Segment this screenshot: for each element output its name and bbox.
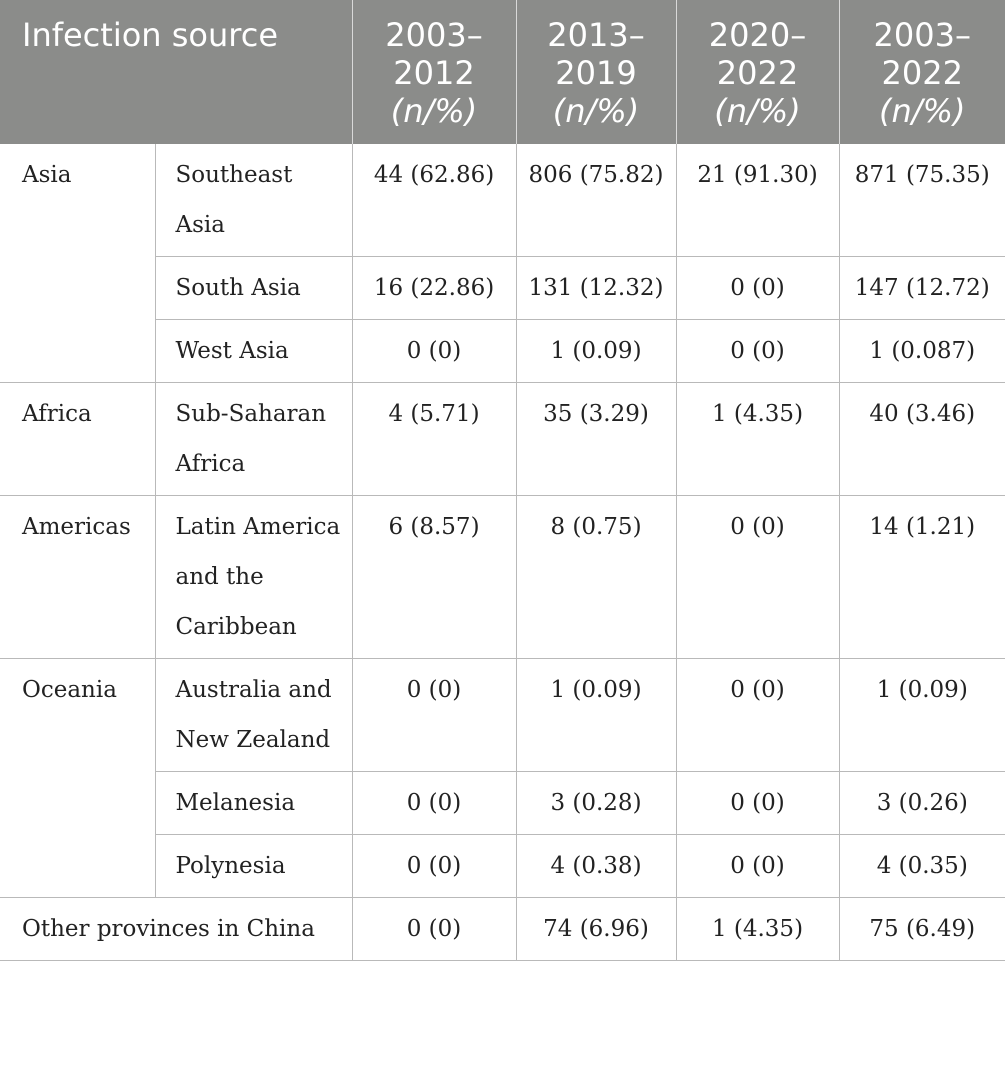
subregion-polynesia: Polynesia xyxy=(154,834,352,898)
period-unit: (n/%) xyxy=(390,92,478,130)
value-cell: 35 (3.29) xyxy=(515,382,676,496)
value-cell: 74 (6.96) xyxy=(515,897,676,961)
value-cell: 44 (62.86) xyxy=(351,144,516,257)
value-cell: 75 (6.49) xyxy=(838,897,1005,961)
table-row: Asia Southeast Asia 44 (62.86) 806 (75.8… xyxy=(0,144,1005,383)
period-unit: (n/%) xyxy=(552,92,640,130)
value-cell: 147 (12.72) xyxy=(838,256,1005,320)
value-cell: 0 (0) xyxy=(351,319,516,383)
value-cell: 6 (8.57) xyxy=(351,495,516,659)
value-cell: 0 (0) xyxy=(675,771,839,835)
value-cell: 0 (0) xyxy=(351,834,516,898)
value-cell: 21 (91.30) xyxy=(675,144,839,257)
table-row: Melanesia 0 (0) 3 (0.28) 0 (0) 3 (0.26) xyxy=(0,771,1005,835)
subregion-sub-saharan-africa: Sub-Saharan Africa xyxy=(154,382,352,496)
value-cell: 14 (1.21) xyxy=(838,495,1005,659)
value-cell: 4 (0.35) xyxy=(838,834,1005,898)
value-cell: 40 (3.46) xyxy=(838,382,1005,496)
value-cell: 3 (0.28) xyxy=(515,771,676,835)
value-cell: 1 (4.35) xyxy=(675,382,839,496)
header-infection-source: Infection source xyxy=(0,0,352,144)
table-row: Americas Latin America and the Caribbean… xyxy=(0,495,1005,659)
subregion-west-asia: West Asia xyxy=(154,319,352,383)
period-years: 2013–2019 xyxy=(547,16,645,92)
value-cell: 1 (0.09) xyxy=(515,658,676,772)
value-cell: 4 (0.38) xyxy=(515,834,676,898)
header-period-2003-2022: 2003–2022 (n/%) xyxy=(838,0,1005,144)
subregion-southeast-asia: Southeast Asia xyxy=(154,144,352,257)
region-africa: Africa xyxy=(0,382,155,496)
value-cell: 131 (12.32) xyxy=(515,256,676,320)
table-row: Africa Sub-Saharan Africa 4 (5.71) 35 (3… xyxy=(0,382,1005,496)
value-cell: 1 (4.35) xyxy=(675,897,839,961)
header-row: Infection source 2003–2012 (n/%) 2013–20… xyxy=(0,0,1005,144)
header-period-2020-2022: 2020–2022 (n/%) xyxy=(675,0,839,144)
infection-source-table: Infection source 2003–2012 (n/%) 2013–20… xyxy=(0,0,1005,961)
table-row: Oceania Australia and New Zealand 0 (0) … xyxy=(0,658,1005,898)
header-period-2003-2012: 2003–2012 (n/%) xyxy=(351,0,516,144)
header-period-2013-2019: 2013–2019 (n/%) xyxy=(515,0,676,144)
value-cell: 3 (0.26) xyxy=(838,771,1005,835)
value-cell: 1 (0.09) xyxy=(515,319,676,383)
table-row: South Asia 16 (22.86) 131 (12.32) 0 (0) … xyxy=(0,256,1005,320)
period-unit: (n/%) xyxy=(714,92,801,130)
period-unit: (n/%) xyxy=(879,92,966,130)
period-years: 2003–2012 xyxy=(385,16,483,92)
value-cell: 1 (0.087) xyxy=(838,319,1005,383)
value-cell: 0 (0) xyxy=(675,319,839,383)
subregion-south-asia: South Asia xyxy=(154,256,352,320)
subregion-melanesia: Melanesia xyxy=(154,771,352,835)
region-americas: Americas xyxy=(0,495,155,659)
region-asia: Asia xyxy=(0,144,155,383)
value-cell: 4 (5.71) xyxy=(351,382,516,496)
value-cell: 0 (0) xyxy=(351,658,516,772)
value-cell: 0 (0) xyxy=(675,256,839,320)
region-other-provinces-china: Other provinces in China xyxy=(0,897,352,961)
value-cell: 16 (22.86) xyxy=(351,256,516,320)
table-row: Polynesia 0 (0) 4 (0.38) 0 (0) 4 (0.35) xyxy=(0,834,1005,898)
value-cell: 0 (0) xyxy=(675,495,839,659)
value-cell: 0 (0) xyxy=(675,658,839,772)
value-cell: 1 (0.09) xyxy=(838,658,1005,772)
table-row: West Asia 0 (0) 1 (0.09) 0 (0) 1 (0.087) xyxy=(0,319,1005,383)
period-years: 2020–2022 xyxy=(708,16,807,92)
value-cell: 0 (0) xyxy=(675,834,839,898)
value-cell: 0 (0) xyxy=(351,771,516,835)
value-cell: 0 (0) xyxy=(351,897,516,961)
value-cell: 8 (0.75) xyxy=(515,495,676,659)
subregion-latin-america-caribbean: Latin America and the Caribbean xyxy=(154,495,352,659)
table-row: Other provinces in China 0 (0) 74 (6.96)… xyxy=(0,897,1005,961)
value-cell: 806 (75.82) xyxy=(515,144,676,257)
subregion-australia-new-zealand: Australia and New Zealand xyxy=(154,658,352,772)
value-cell: 871 (75.35) xyxy=(838,144,1005,257)
region-oceania: Oceania xyxy=(0,658,155,898)
period-years: 2003–2022 xyxy=(873,16,971,92)
